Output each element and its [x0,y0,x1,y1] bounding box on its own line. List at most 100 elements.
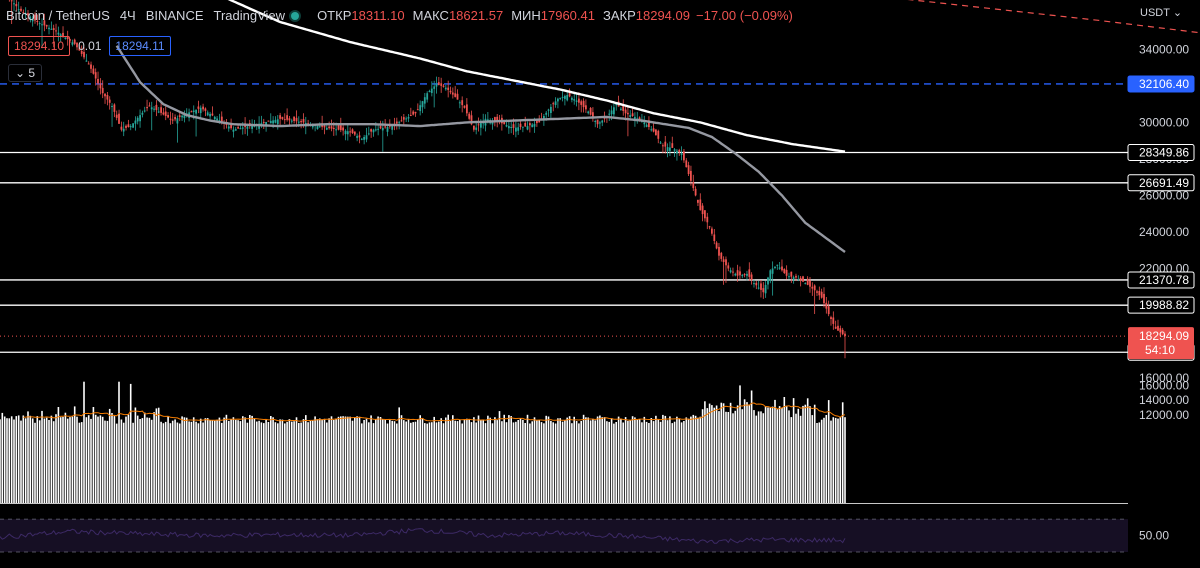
volume-bar [461,423,463,503]
candle-body [599,122,601,124]
volume-bar [764,406,767,503]
candle-body [381,127,384,131]
volume-bar [662,414,664,503]
volume-bar [648,423,650,503]
volume-bar [314,416,316,503]
candle-body [365,135,368,140]
volume-bar [307,422,309,503]
candle-body [545,112,548,115]
candle-body [300,121,302,123]
candle-body [99,83,102,89]
candle-body [335,129,337,131]
candle-body [150,107,153,110]
candle-body [666,147,669,151]
volume-bar [449,421,452,503]
candle-body [181,115,183,118]
volume-bar [274,422,277,503]
candle-body [407,117,410,119]
volume-bar [489,417,491,503]
sell-button[interactable]: 18294.10 [8,36,71,56]
volume-bar [382,419,384,503]
volume-bar [459,419,461,503]
volume-bar [197,423,200,503]
level-price-label: 28349.86 [1139,146,1189,160]
volume-bar [736,405,739,503]
volume-bar [302,419,305,503]
candle-body [353,131,356,135]
volume-bar [557,418,559,503]
candle-body [64,37,67,39]
candle-body [360,138,363,140]
candle-body [15,4,18,7]
currency-selector[interactable]: USDT ⌄ [1140,6,1182,19]
volume-bar [739,385,741,503]
volume-bar [218,417,221,503]
volume-bar [631,416,634,503]
candle-body [830,317,832,319]
volume-bar [228,420,230,503]
market-status-icon[interactable] [291,11,300,20]
candle-body [41,24,43,26]
candle-body [267,120,270,122]
moving-average-fast [115,45,846,253]
candle-body [349,131,351,133]
candle-body [512,124,515,128]
candle-body [748,269,751,277]
volume-bar [36,416,39,503]
candle-body [725,259,727,266]
volume-bar [776,409,779,503]
candle-body [199,107,202,114]
volume-bar [706,408,709,503]
volume-bar [66,418,69,503]
volume-bar [127,414,130,503]
candle-body [274,119,277,123]
volume-bar [59,417,62,503]
candle-body [524,123,527,127]
volume-bar [440,418,442,503]
volume-bar [694,415,697,503]
volume-bar [244,417,246,503]
volume-bar [750,390,753,503]
candle-body [741,274,744,277]
volume-bar [38,420,41,503]
candle-body [134,120,137,124]
candle-body [690,170,692,181]
candle-body [732,271,734,273]
volume-bar [748,404,751,503]
candle-body [510,127,513,128]
symbol-name[interactable]: Bitcoin / TetherUS [6,8,110,23]
candle-body [442,85,445,87]
candle-body [608,113,611,115]
candle-body [720,252,723,259]
candle-body [120,126,123,130]
candle-body [400,120,403,122]
candle-body [20,8,22,11]
volume-bar [690,416,692,503]
candle-body [727,265,730,269]
candle-body [554,101,557,105]
candle-body [206,112,209,116]
level-price-label: 26691.49 [1139,176,1189,190]
candle-body [750,274,753,280]
buy-button[interactable]: 18294.11 [109,36,171,56]
volume-bar [589,420,592,503]
volume-bar [795,413,797,503]
volume-bar [211,420,214,503]
candle-body [66,37,69,40]
interval-label[interactable]: 4Ч [119,8,136,23]
candle-body [379,126,382,129]
candle-body [356,135,358,138]
candle-body [83,52,85,58]
candle-body [346,131,349,135]
volume-bar [426,423,428,503]
volume-bar [277,423,279,503]
volume-bar [87,415,90,503]
indicators-toggle[interactable]: ⌄ 5 [8,64,43,82]
volume-bar [743,399,746,503]
volume-bar [564,420,566,503]
candle-body [566,95,569,101]
candle-body [239,128,242,130]
volume-bar [524,423,526,503]
candle-body [246,126,249,129]
